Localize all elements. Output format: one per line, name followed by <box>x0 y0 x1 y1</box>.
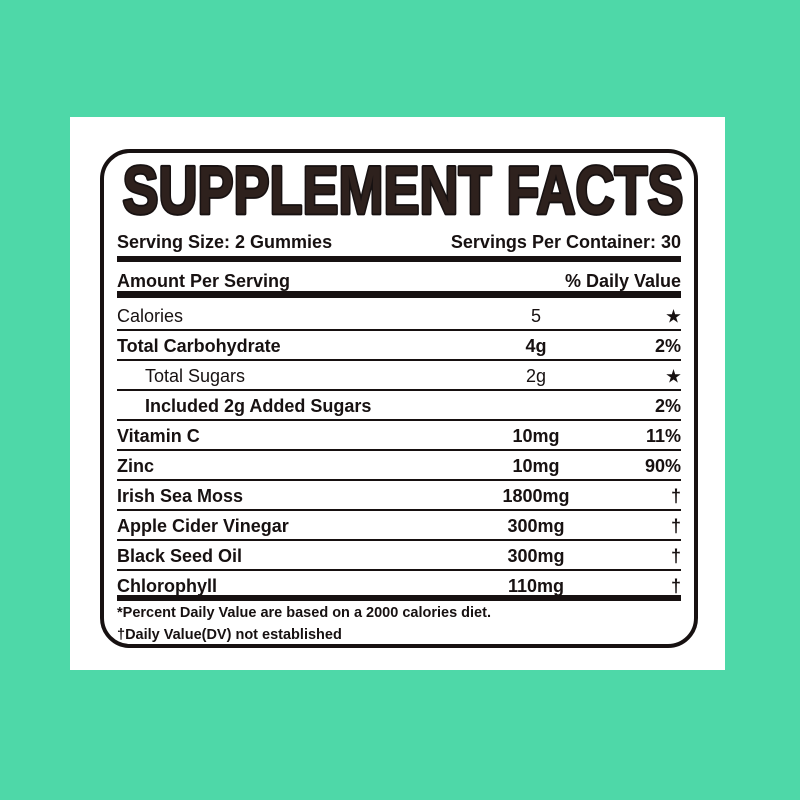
svg-text:SUPPLEMENT FACTS: SUPPLEMENT FACTS <box>123 163 684 223</box>
